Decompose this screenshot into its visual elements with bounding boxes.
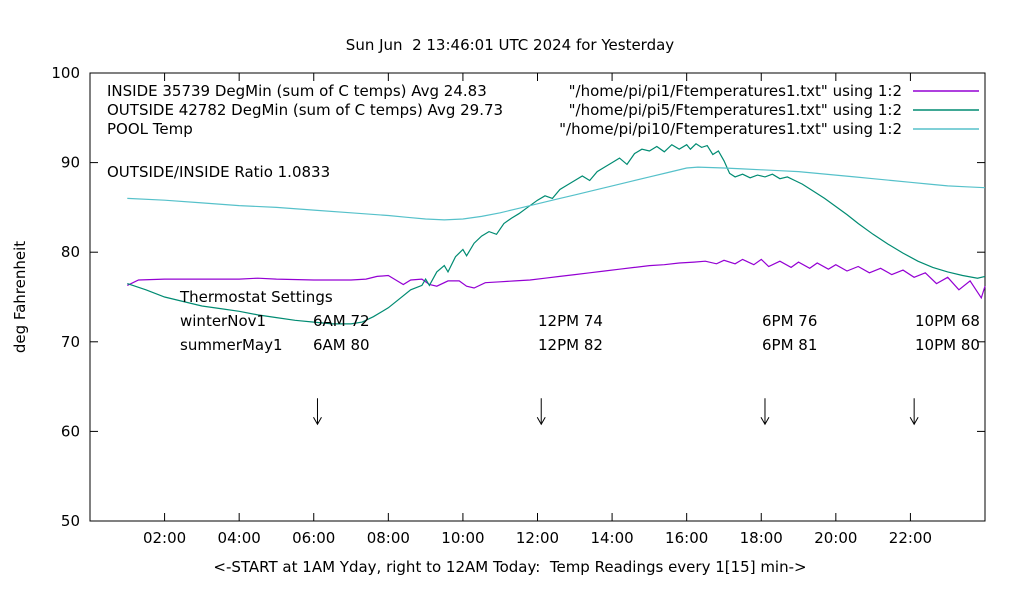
legend-label-0: INSIDE 35739 DegMin (sum of C temps) Avg… bbox=[107, 82, 487, 100]
thermostat-setting-1-3: 10PM 80 bbox=[915, 336, 980, 354]
x-axis-label: <-START at 1AM Yday, right to 12AM Today… bbox=[213, 558, 807, 576]
y-tick-label: 70 bbox=[61, 333, 80, 351]
x-tick-label: 12:00 bbox=[516, 529, 559, 547]
thermostat-row-name-0: winterNov1 bbox=[180, 312, 267, 330]
x-tick-label: 18:00 bbox=[740, 529, 783, 547]
x-tick-label: 06:00 bbox=[292, 529, 335, 547]
legend-label-1: OUTSIDE 42782 DegMin (sum of C temps) Av… bbox=[107, 101, 504, 119]
x-tick-label: 08:00 bbox=[367, 529, 410, 547]
x-tick-label: 22:00 bbox=[889, 529, 932, 547]
y-tick-label: 100 bbox=[51, 64, 80, 82]
x-tick-label: 02:00 bbox=[143, 529, 186, 547]
x-tick-label: 10:00 bbox=[441, 529, 484, 547]
y-tick-label: 60 bbox=[61, 422, 80, 440]
thermostat-setting-1-2: 6PM 81 bbox=[762, 336, 818, 354]
series-line-outside bbox=[127, 143, 986, 325]
ratio-annotation: OUTSIDE/INSIDE Ratio 1.0833 bbox=[107, 163, 331, 181]
down-arrow-head bbox=[313, 416, 322, 426]
down-arrow-head bbox=[536, 416, 546, 426]
thermostat-setting-0-2: 6PM 76 bbox=[762, 312, 818, 330]
down-arrow-head bbox=[909, 416, 919, 426]
y-tick-label: 50 bbox=[61, 512, 80, 530]
thermostat-setting-0-0: 6AM 72 bbox=[313, 312, 370, 330]
series-line-pool bbox=[127, 166, 986, 221]
thermostat-heading: Thermostat Settings bbox=[180, 288, 333, 306]
legend-file-0: "/home/pi/pi1/Ftemperatures1.txt" using … bbox=[568, 82, 902, 100]
thermostat-setting-1-1: 12PM 82 bbox=[538, 336, 603, 354]
thermostat-setting-0-3: 10PM 68 bbox=[915, 312, 980, 330]
y-tick-label: 80 bbox=[61, 243, 80, 261]
x-tick-label: 14:00 bbox=[590, 529, 633, 547]
x-tick-label: 20:00 bbox=[814, 529, 857, 547]
y-axis-label: deg Fahrenheit bbox=[11, 240, 29, 354]
thermostat-setting-1-0: 6AM 80 bbox=[313, 336, 370, 354]
legend-file-1: "/home/pi/pi5/Ftemperatures1.txt" using … bbox=[568, 101, 902, 119]
legend-file-2: "/home/pi/pi10/Ftemperatures1.txt" using… bbox=[559, 120, 902, 138]
legend-label-2: POOL Temp bbox=[107, 120, 193, 138]
x-tick-label: 04:00 bbox=[218, 529, 261, 547]
x-tick-label: 16:00 bbox=[665, 529, 708, 547]
down-arrow-head bbox=[760, 416, 770, 426]
thermostat-row-name-1: summerMay1 bbox=[180, 336, 283, 354]
thermostat-setting-0-1: 12PM 74 bbox=[538, 312, 603, 330]
chart-title: Sun Jun 2 13:46:01 UTC 2024 for Yesterda… bbox=[345, 36, 675, 54]
series-line-inside bbox=[127, 258, 986, 300]
y-tick-label: 90 bbox=[61, 154, 80, 172]
